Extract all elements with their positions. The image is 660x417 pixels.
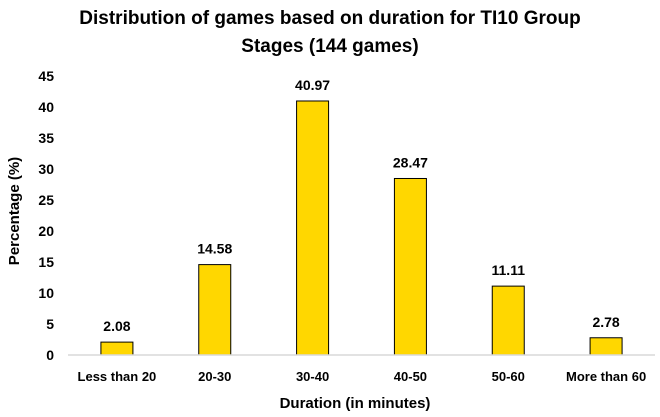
data-label: 2.08: [103, 318, 130, 334]
y-tick-label: 5: [46, 316, 54, 332]
chart-title-line-1: Distribution of games based on duration …: [79, 8, 581, 29]
bars: [100, 100, 623, 356]
x-tick-label: 20-30: [198, 369, 231, 384]
data-labels: 2.08 14.58 40.97 28.47 11.11 2.78: [103, 77, 620, 334]
y-tick-label: 40: [38, 99, 54, 115]
y-axis-title: Percentage (%): [6, 157, 23, 265]
x-tick-label: 50-60: [492, 369, 525, 384]
x-tick-label: 30-40: [296, 369, 329, 384]
data-label: 40.97: [295, 77, 330, 93]
y-tick-label: 20: [38, 223, 54, 239]
bar-1: [198, 264, 232, 356]
y-tick-label: 35: [38, 130, 54, 146]
bar-5: [589, 337, 623, 356]
bar-3: [393, 177, 427, 356]
data-label: 11.11: [492, 262, 526, 278]
x-tick-label: More than 60: [566, 369, 646, 384]
y-axis-ticks: 0 5 10 15 20 25 30 35 40 45: [38, 68, 54, 363]
y-tick-label: 25: [38, 192, 54, 208]
bar-4: [491, 285, 525, 356]
bar-0: [100, 341, 134, 356]
bar-2: [296, 100, 330, 356]
y-tick-label: 30: [38, 161, 54, 177]
x-tick-label: 40-50: [394, 369, 427, 384]
y-tick-label: 15: [38, 254, 54, 270]
x-axis-title: Duration (in minutes): [280, 395, 431, 412]
y-tick-label: 45: [38, 68, 54, 84]
data-label: 2.78: [592, 314, 619, 330]
y-tick-label: 0: [46, 347, 54, 363]
chart-title-line-2: Stages (144 games): [241, 36, 419, 57]
y-tick-label: 10: [38, 285, 54, 301]
x-tick-label: Less than 20: [78, 369, 157, 384]
data-label: 14.58: [197, 241, 232, 257]
x-axis-ticks: Less than 20 20-30 30-40 40-50 50-60 More tha…: [78, 369, 647, 384]
data-label: 28.47: [393, 154, 428, 170]
